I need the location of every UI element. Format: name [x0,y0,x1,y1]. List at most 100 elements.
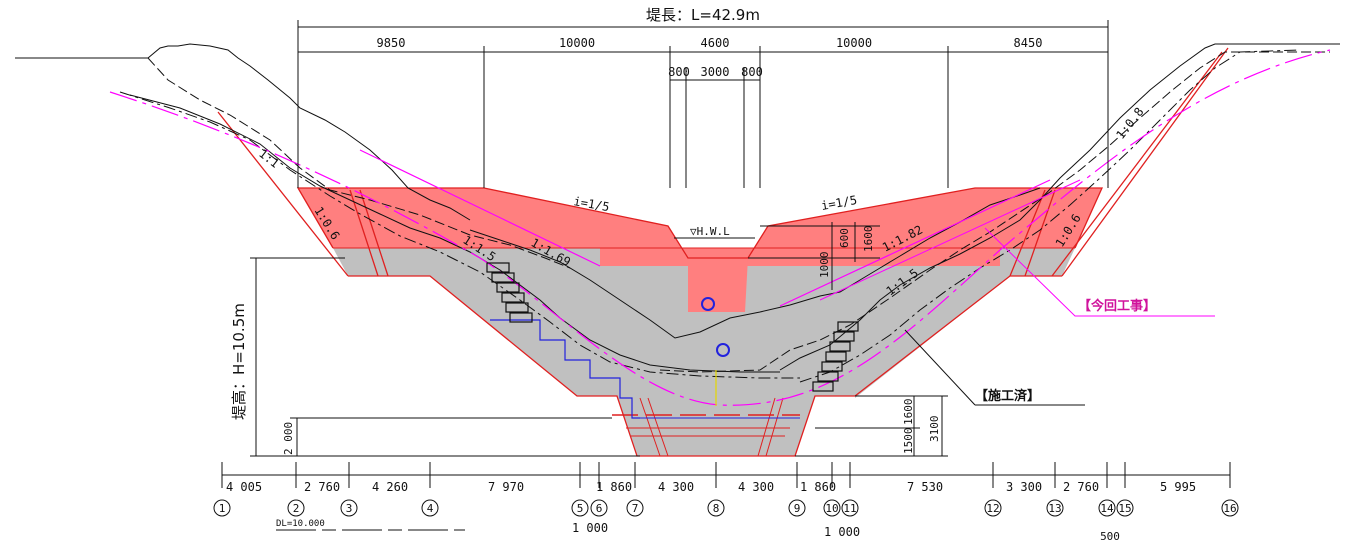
station-1: 1 [213,499,231,517]
ground-line-left-2 [129,94,780,373]
station-9: 9 [788,499,806,517]
bottom-dim-6: 4 300 [658,480,694,494]
station-number: 16 [1223,502,1236,515]
ground-line-right-dashed [799,49,1301,383]
left-wing-red-2 [349,189,379,277]
completed-label: 【施工済】 [975,388,1040,404]
magenta-line-left [359,149,601,267]
drain-hole-upper [701,297,715,311]
station-4: 4 [421,499,439,517]
station-number: 15 [1118,502,1131,515]
foundation-hatch-l1 [639,397,661,457]
gabion-block-right-6 [817,371,839,382]
station-circle [984,499,1002,517]
new-concrete-body [298,188,1102,312]
station-14: 14 [1098,499,1116,517]
station-circle [626,499,644,517]
station-number: 1 [219,502,226,515]
gabion-block-left-6 [509,312,533,323]
gabion-block-right-3 [829,341,851,352]
station-number: 10 [825,502,838,515]
top-dim-3: 4600 [701,36,730,50]
station-number: 7 [632,502,639,515]
notch-small-1000: 1000 [818,252,831,279]
top-dim-1: 9850 [377,36,406,50]
dl-label: DL=10.000 [276,519,325,529]
bottom-dim-4: 7 970 [488,480,524,494]
gabion-block-left-1 [486,262,510,273]
slope-right-upper: 1:0.8 [1113,105,1146,142]
station-5: 5 [571,499,589,517]
notch-dim-2: 3000 [701,65,730,79]
station-number: 14 [1100,502,1114,515]
existing-body-outline [348,275,1062,457]
foundation-hatch-l2 [647,397,669,457]
this-work-label: 【今回工事】 [1078,298,1156,314]
bottom-dim-10: 3 300 [1006,480,1042,494]
right-height-1600: 1600 [902,399,915,426]
gabion-block-right-2 [833,331,855,342]
right-wing-red-2 [1051,51,1223,277]
station-8: 8 [707,499,725,517]
station-15: 15 [1116,499,1134,517]
magenta-excavation-arc [109,49,1331,406]
gabion-blocks-left [486,262,533,323]
title-length: 堤長：L=42.9m [646,6,760,24]
gabion-block-left-2 [491,272,515,283]
notch-pink [688,258,748,312]
gabion-block-left-4 [501,292,525,303]
right-wing-red-3 [1024,189,1056,277]
bottom-dim-ticks [221,462,1231,488]
station-circle [287,499,305,517]
ground-line-right-2 [659,51,1330,373]
station-number: 3 [346,502,353,515]
slope-top-left: i=1/5 [572,194,610,214]
gabion-block-right-5 [821,361,843,372]
ground-line-left-top [15,43,471,221]
station-number: 13 [1048,502,1061,515]
station-markers: 1 2 3 4 5 6 7 8 9 10 11 12 13 14 15 16 [213,499,1239,517]
bottom-dim-9: 7 530 [907,480,943,494]
station-circle [823,499,841,517]
station-number: 12 [986,502,999,515]
hwl-label: ▽H.W.L [690,225,730,238]
bottom-dim-7: 4 300 [738,480,774,494]
station-circle [1046,499,1064,517]
station-11: 11 [841,499,859,517]
right-wing-red-1 [1061,47,1229,277]
ground-line-left-dashed [147,57,571,269]
station-13: 13 [1046,499,1064,517]
ground-line-left-3 [119,91,800,379]
below-dim-1: 1 000 [572,521,608,535]
foundation-hatch-r1 [757,397,776,457]
slope-top-right: i=1/5 [820,193,858,213]
station-number: 4 [427,502,434,515]
gabion-blocks-right [812,321,859,392]
notch-dim-3: 800 [741,65,763,79]
left-small-label: 2 000 [282,422,295,455]
below-dim-2: 1 000 [824,525,860,539]
station-number: 8 [713,502,720,515]
ground-line-mid [469,187,1041,339]
station-circle [340,499,358,517]
station-2: 2 [287,499,305,517]
station-number: 11 [843,502,856,515]
bottom-dim-12: 5 995 [1160,480,1196,494]
bottom-dim-2: 2 760 [304,480,340,494]
notch-dim-1: 800 [668,65,690,79]
station-circle [213,499,231,517]
station-number: 6 [596,502,603,515]
bottom-dim-11: 2 760 [1063,480,1099,494]
station-3: 3 [340,499,358,517]
height-label: 堤高：H=10.5m [230,303,248,420]
gabion-block-left-3 [496,282,520,293]
completed-leader [904,329,976,406]
station-circle [1116,499,1134,517]
magenta-line-right [779,179,1051,307]
magenta-line-right2 [819,179,1081,301]
station-12: 12 [984,499,1002,517]
top-dim-5: 8450 [1014,36,1043,50]
station-number: 9 [794,502,801,515]
right-wing-red-4 [1009,189,1046,277]
bottom-dim-5: 1 860 [596,480,632,494]
